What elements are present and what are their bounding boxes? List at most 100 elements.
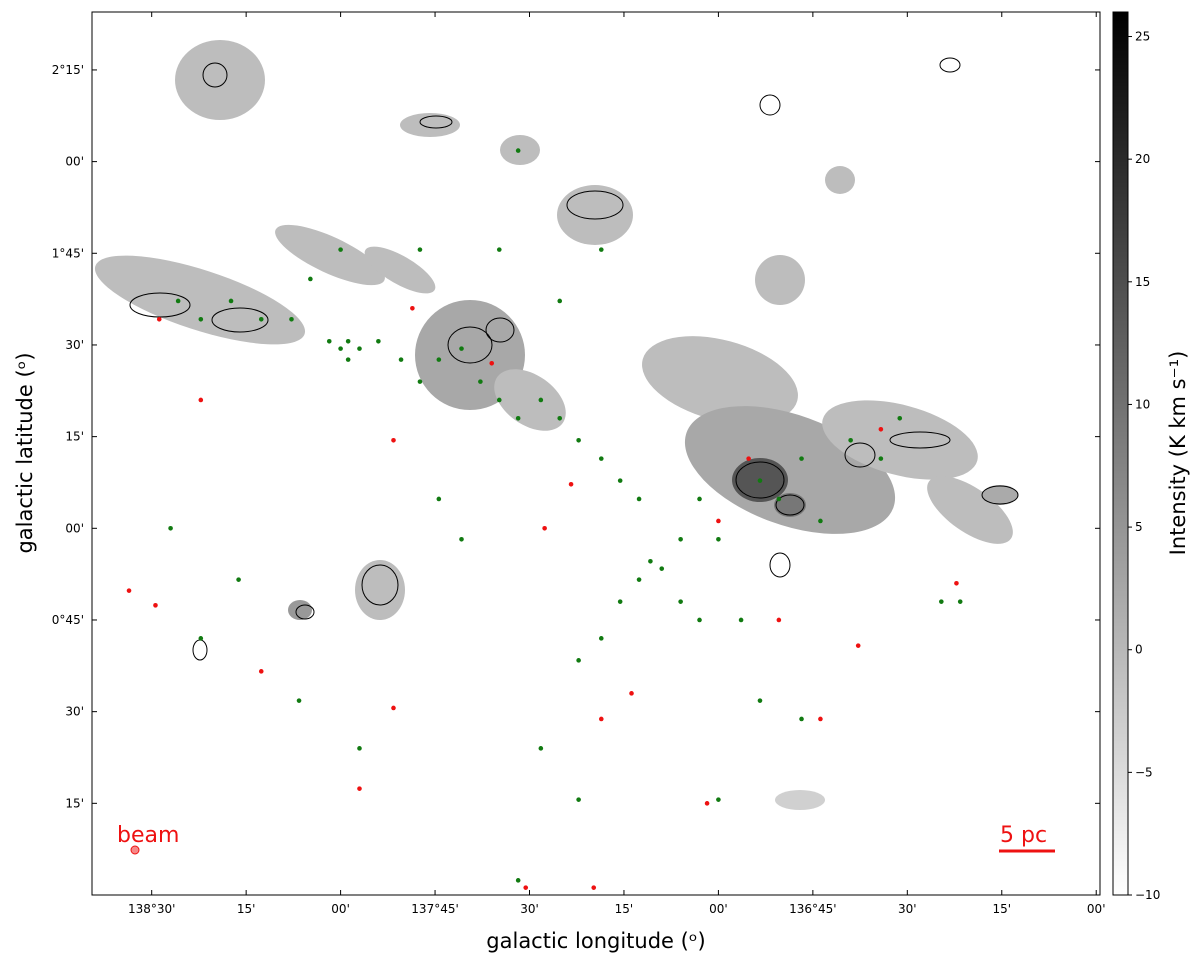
x-tick-label: 15' [615,902,634,916]
intensity-map [94,40,1018,810]
point [598,456,604,461]
point [357,786,362,791]
point [175,298,181,304]
y-tick-label: 1°45' [52,246,84,260]
y-tick-label: 30' [65,705,84,719]
beam-marker [130,845,140,855]
point [198,397,204,403]
point [289,316,294,322]
point [357,746,362,751]
point [198,636,204,641]
point [659,566,665,571]
plot-area: beam 5 pc [91,11,1101,896]
x-tick-label: 137°45' [411,902,458,916]
point [126,588,132,593]
point [697,496,702,502]
beam-label: beam [117,823,179,848]
point [878,456,884,461]
point [746,456,751,461]
point [198,316,204,322]
point [338,346,343,351]
point [704,801,710,806]
point [818,716,823,722]
point [515,878,521,883]
point [398,357,404,362]
point [617,478,623,483]
colorbar-tick-label: −5 [1135,765,1153,779]
point [757,478,763,483]
point [678,599,683,604]
point [417,247,423,252]
x-tick-label: 30' [520,902,539,916]
point [345,338,351,344]
point [576,658,581,663]
point [258,669,264,674]
point [538,746,544,751]
point [436,357,442,362]
point [410,305,415,311]
point [557,298,563,304]
axes: 138°30' 15' 00' 137°45' 30' 15' 00' 136°45' 30' 1… [52,12,1160,916]
y-tick-label: 15' [65,430,84,444]
colorbar-tick-label: 25 [1135,30,1150,44]
point [954,581,959,586]
point [568,482,574,487]
x-tick-label: 00' [709,902,728,916]
point [357,346,362,351]
point [776,496,782,502]
point [591,885,597,890]
y-tick-label: 0°45' [52,613,84,627]
point [598,636,604,641]
point [459,537,464,542]
contours [129,57,1019,661]
colorbar-tick-label: 10 [1135,397,1150,411]
x-axis-label: galactic longitude (ᵒ) [486,929,705,953]
point [678,537,683,542]
point [818,518,823,524]
points [126,148,963,890]
point [228,298,234,304]
point [489,360,495,366]
x-tick-label: 00' [331,902,350,916]
point [308,276,313,282]
point [557,415,563,421]
point [156,316,162,322]
point [436,496,442,502]
x-tick-label: 15' [237,902,256,916]
point [636,577,642,582]
point [258,316,264,322]
y-axis-label: galactic latitude (ᵒ) [13,352,37,553]
point [598,716,604,722]
point [716,797,721,802]
point [848,437,853,443]
point [496,397,502,403]
point [957,599,963,604]
point [855,643,861,648]
point [542,526,547,531]
colorbar-label: Intensity (K km s⁻¹) [1166,351,1190,556]
point [799,716,804,722]
point [939,599,944,604]
colorbar-tick-label: 15 [1135,275,1150,289]
x-tick-label: 30' [898,902,917,916]
point [478,379,483,384]
point [878,426,884,432]
x-tick-label: 138°30' [128,902,175,916]
point [168,526,173,531]
point [376,338,381,344]
point [598,247,604,252]
point [576,797,581,802]
colorbar-tick-label: 5 [1135,520,1143,534]
point [338,247,343,252]
plot-frame [91,11,1101,896]
point [757,698,763,703]
point [391,437,396,443]
point [636,496,642,502]
colorbar-tick-label: 20 [1135,152,1150,166]
point [391,705,396,711]
y-tick-label: 00' [65,521,84,535]
point [697,617,702,623]
point [716,537,721,542]
y-tick-label: 2°15' [52,63,84,77]
